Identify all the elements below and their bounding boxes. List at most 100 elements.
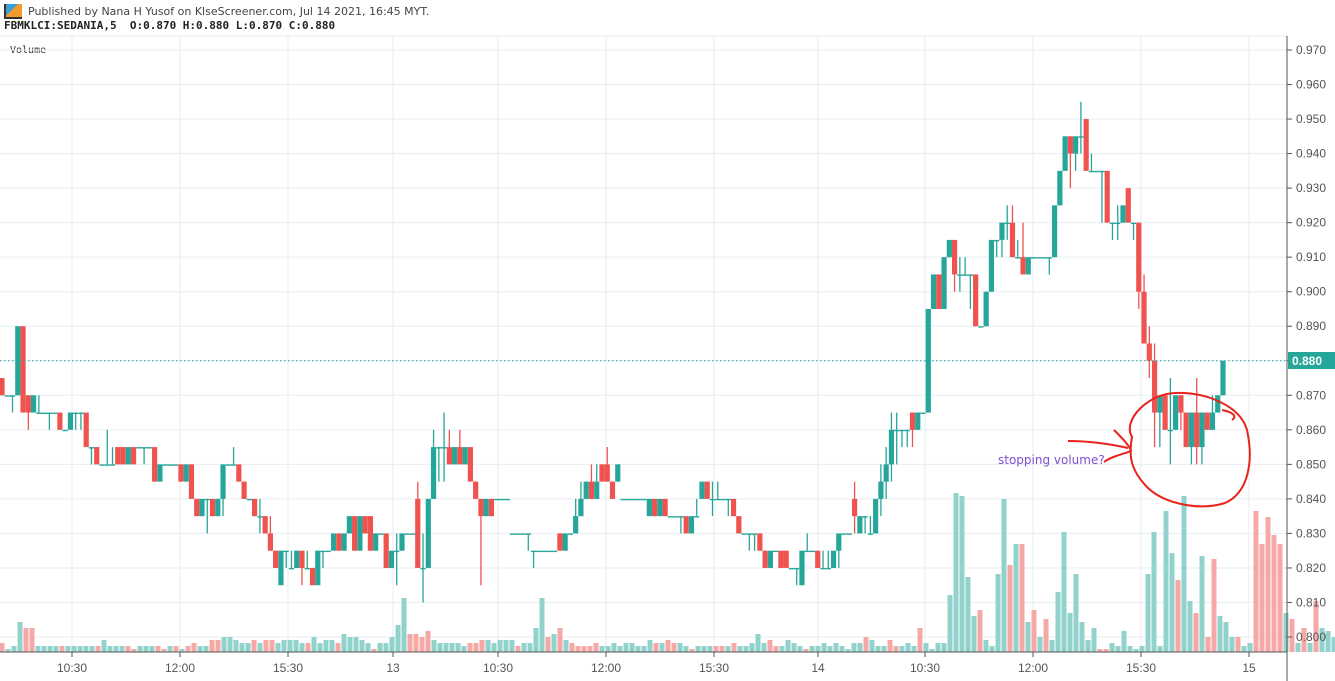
candle: [1009, 205, 1016, 258]
volume-bar: [449, 643, 455, 652]
candle: [941, 257, 947, 309]
volume-bar: [437, 643, 443, 652]
candle: [9, 395, 16, 413]
volume-bar: [971, 616, 977, 652]
volume-bar: [863, 637, 869, 652]
volume-bar: [1253, 511, 1259, 652]
candle: [657, 498, 663, 517]
volume-bar: [407, 634, 413, 652]
candle: [1078, 101, 1084, 154]
candle: [499, 498, 505, 501]
candle: [762, 550, 768, 568]
candle: [809, 550, 816, 553]
time-axis[interactable]: 10:30 12:00 15:30 13 10:30 12:00 15:30 14 10:30 1…: [57, 652, 1256, 675]
volume-bar: [1037, 637, 1043, 652]
candle: [625, 498, 631, 501]
price-tick-label: 0.800: [1296, 630, 1326, 644]
candle: [104, 429, 110, 466]
candle: [367, 516, 374, 551]
candle: [220, 464, 226, 517]
candle: [457, 429, 463, 465]
volume-bar: [11, 646, 17, 652]
candle: [46, 412, 52, 430]
candle: [299, 550, 305, 586]
volume-bar: [1265, 517, 1271, 652]
volume-bar: [1223, 622, 1229, 652]
volume-bar: [1025, 622, 1031, 652]
candle: [452, 447, 458, 465]
volume-bar: [1013, 544, 1019, 652]
candle: [241, 481, 247, 499]
volume-bar: [929, 649, 935, 652]
candle: [641, 498, 647, 501]
candle: [267, 516, 274, 551]
candle: [899, 429, 905, 448]
volume-bar: [713, 646, 719, 652]
last-price-badge: 0.880: [1288, 352, 1335, 369]
volume-bar: [113, 646, 119, 652]
time-tick-label: 12:00: [591, 661, 621, 675]
volume-bar: [611, 643, 617, 652]
volume-bar: [455, 643, 461, 652]
candle: [788, 567, 795, 570]
volume-bar: [119, 646, 125, 652]
candle: [936, 274, 942, 309]
volume-bar: [1079, 622, 1085, 652]
volume-bar: [557, 628, 563, 652]
candle: [920, 412, 926, 414]
volume-bar: [527, 643, 533, 652]
candle: [652, 498, 658, 517]
price-tick-label: 0.950: [1296, 112, 1326, 126]
candle: [209, 498, 216, 517]
candle: [330, 533, 337, 551]
candle: [1104, 170, 1110, 223]
candle: [1088, 153, 1095, 173]
candle: [794, 567, 800, 586]
candle: [1188, 412, 1195, 465]
price-axis[interactable]: 0.970 0.960 0.950 0.940 0.930 0.920 0.910 0.900…: [1287, 43, 1326, 644]
candle: [562, 533, 568, 551]
volume-bar: [905, 643, 911, 652]
volume-bar: [1313, 601, 1319, 652]
candle: [436, 447, 442, 482]
volume-bar: [1295, 643, 1301, 652]
candle: [188, 464, 195, 499]
volume-bar: [659, 643, 665, 652]
volume-bar: [785, 640, 791, 652]
price-tick-label: 0.850: [1296, 457, 1326, 471]
candle: [751, 533, 758, 551]
volume-bar: [983, 640, 989, 652]
candle: [141, 447, 147, 465]
volume-bar: [815, 646, 821, 652]
candle: [288, 550, 295, 570]
volume-bar: [725, 646, 731, 652]
candle: [978, 326, 984, 328]
volume-bar: [893, 646, 899, 652]
volume-bar: [809, 646, 815, 652]
candle: [1004, 205, 1010, 240]
candle: [757, 533, 763, 551]
candle: [1057, 170, 1063, 206]
candle: [588, 464, 595, 499]
candle: [715, 481, 721, 501]
price-tick-label: 0.910: [1296, 250, 1326, 264]
candle: [394, 533, 400, 586]
candle: [483, 498, 489, 517]
volume-bar: [821, 643, 827, 652]
candle: [1167, 378, 1173, 465]
candle: [1220, 360, 1226, 396]
candle: [999, 222, 1005, 258]
candle: [15, 326, 21, 396]
volume-bar: [545, 637, 551, 652]
volume-bar: [1019, 544, 1025, 652]
candle: [246, 498, 252, 501]
candle: [1141, 274, 1147, 344]
price-tick-label: 0.810: [1296, 595, 1326, 609]
volume-bar: [431, 640, 437, 652]
candle: [825, 550, 831, 570]
candle: [1215, 395, 1221, 413]
volume-bar: [959, 496, 965, 652]
volume-bar: [851, 643, 857, 652]
candle: [630, 498, 637, 501]
